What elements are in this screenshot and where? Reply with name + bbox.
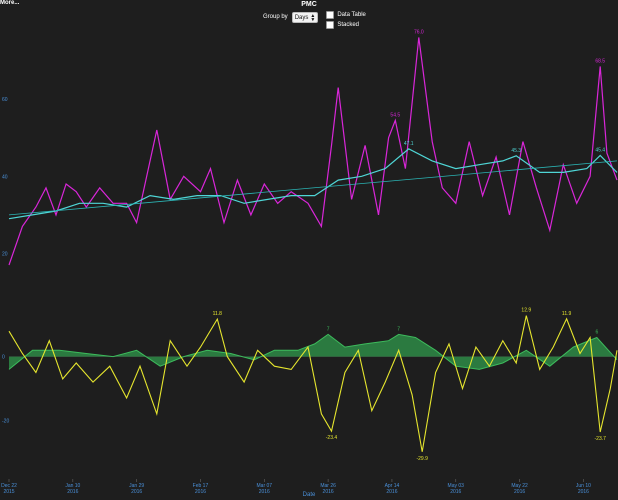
group-by-select[interactable]: Days ▲ ▼ — [291, 12, 319, 23]
more-menu-button[interactable]: More... — [0, 0, 20, 6]
upper-data-label: 45.4 — [595, 147, 605, 153]
stacked-option[interactable]: Stacked — [326, 21, 366, 29]
lower-data-label: -23.4 — [326, 435, 338, 441]
x-tick-year: 2016 — [450, 489, 461, 495]
data-table-checkbox[interactable] — [326, 11, 335, 19]
lower-data-label: 11.8 — [213, 311, 223, 317]
upper-series-line-2 — [8, 148, 618, 220]
group-by-value: Days — [294, 14, 309, 21]
x-tick-label: Jan 10 — [65, 483, 80, 489]
stacked-label: Stacked — [337, 22, 359, 28]
upper-data-label: 54.5 — [390, 112, 400, 118]
data-table-label: Data Table — [337, 12, 366, 18]
upper-series-line-1 — [8, 37, 618, 266]
upper-data-label: 45.3 — [511, 148, 521, 154]
upper-y-tick-label: 20 — [2, 251, 8, 257]
view-options: Data Table Stacked — [326, 11, 366, 29]
chart-controls: Group by Days ▲ ▼ Data Table Stacked — [263, 11, 366, 29]
x-tick-label: Mar 07 — [257, 483, 273, 489]
x-tick-year: 2016 — [578, 489, 589, 495]
upper-data-label: 47.1 — [404, 141, 414, 147]
lower-data-label: 11.9 — [562, 311, 572, 317]
x-tick-label: Dec 22 — [1, 483, 17, 489]
group-by-label: Group by — [263, 14, 288, 20]
x-axis-title: Date — [302, 492, 316, 498]
lower-data-label: -29.9 — [416, 456, 428, 462]
lower-data-label: -23.7 — [595, 436, 607, 442]
lower-data-label: 6 — [595, 330, 598, 336]
x-tick-label: May 03 — [448, 483, 465, 489]
lower-y-tick-label: 0 — [2, 355, 5, 361]
upper-y-tick-label: 60 — [2, 97, 8, 103]
x-tick-label: May 22 — [511, 483, 528, 489]
lower-series-area-line — [8, 333, 618, 370]
lower-series-line — [8, 315, 618, 452]
lower-data-label: 7 — [327, 326, 330, 332]
data-table-option[interactable]: Data Table — [326, 11, 366, 19]
chart-title: PMC — [301, 1, 317, 8]
stacked-checkbox[interactable] — [326, 21, 335, 29]
upper-y-tick-label: 40 — [2, 174, 8, 180]
x-tick-label: Jun 10 — [576, 483, 591, 489]
upper-data-label: 68.5 — [595, 58, 605, 64]
x-tick-label: Feb 17 — [193, 483, 209, 489]
x-tick-year: 2016 — [131, 489, 142, 495]
x-tick-year: 2016 — [67, 489, 78, 495]
x-tick-label: Mar 26 — [320, 483, 336, 489]
x-tick-year: 2016 — [259, 489, 270, 495]
x-tick-year: 2016 — [514, 489, 525, 495]
x-tick-label: Apr 14 — [385, 483, 400, 489]
lower-y-tick-label: -20 — [2, 418, 9, 424]
select-arrows-icon: ▲ ▼ — [310, 12, 316, 23]
lower-series-area — [9, 334, 617, 370]
x-tick-year: 2016 — [195, 489, 206, 495]
x-tick-year: 2016 — [386, 489, 397, 495]
x-tick-year: 2016 — [323, 489, 334, 495]
x-tick-year: 2015 — [3, 489, 14, 495]
lower-data-label: 12.9 — [521, 308, 531, 314]
x-tick-label: Jan 29 — [129, 483, 144, 489]
lower-data-label: 7 — [397, 326, 400, 332]
upper-series-line-3 — [8, 160, 618, 216]
upper-data-label: 76.0 — [414, 29, 424, 35]
